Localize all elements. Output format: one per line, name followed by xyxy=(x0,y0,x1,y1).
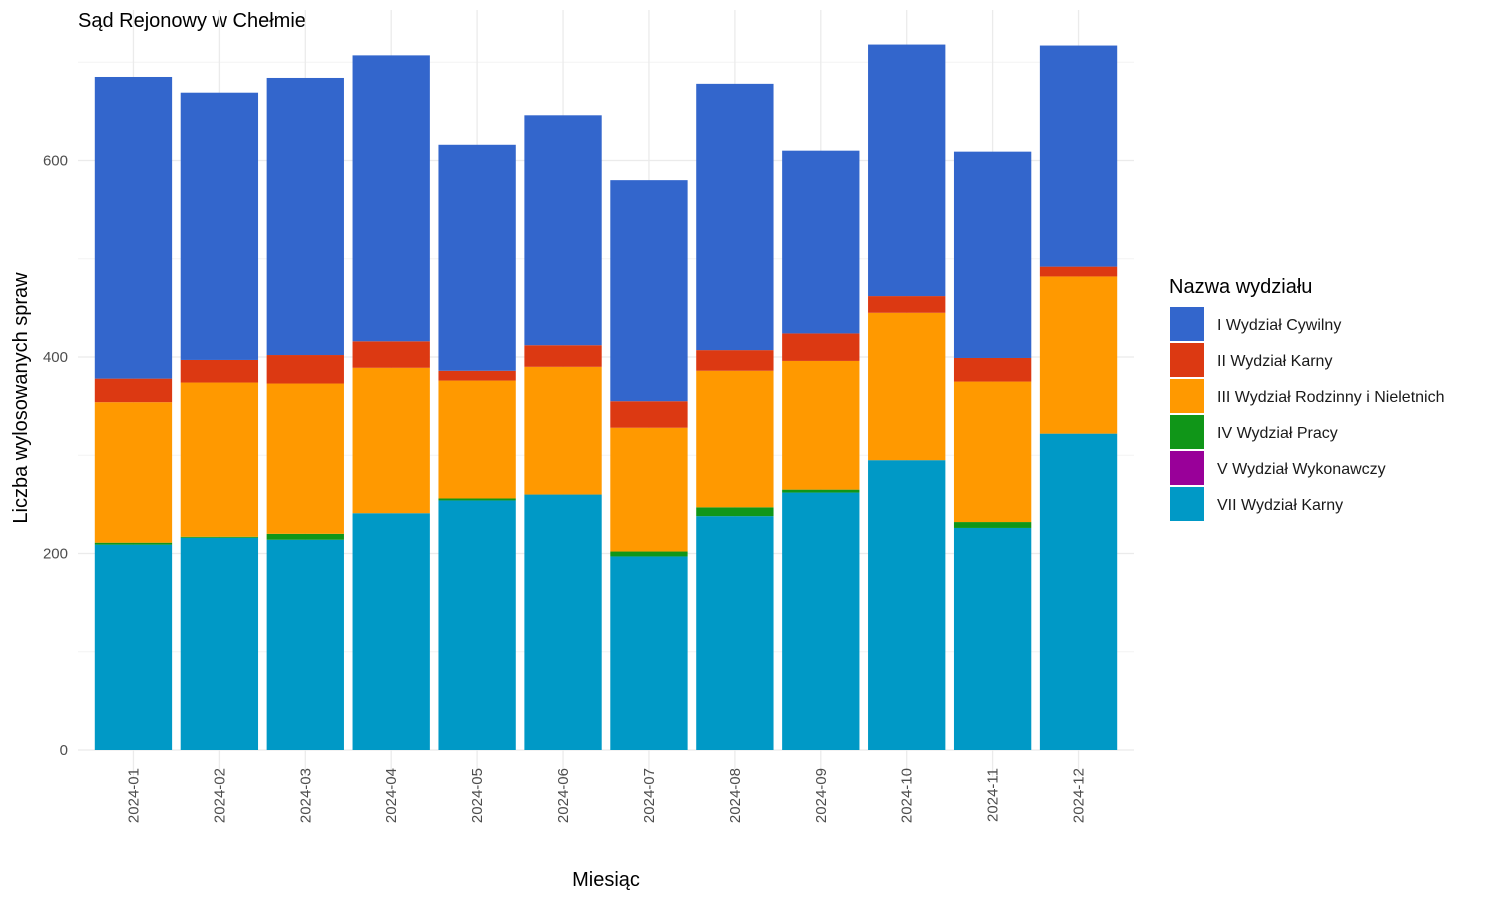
legend-label: II Wydział Karny xyxy=(1217,353,1332,370)
x-tick-label: 2024-02 xyxy=(211,768,228,823)
bar-segment xyxy=(953,522,1032,528)
x-tick-label: 2024-03 xyxy=(297,768,314,823)
bar-segment xyxy=(953,381,1032,523)
y-axis: 0 200 400 600 xyxy=(43,153,68,760)
bar-segment xyxy=(180,92,259,360)
bar-segment xyxy=(180,537,259,750)
bar-segment xyxy=(953,357,1032,382)
x-tick-label: 2024-06 xyxy=(555,768,572,823)
legend-key xyxy=(1170,343,1204,377)
x-tick-label: 2024-08 xyxy=(727,768,744,823)
legend-key xyxy=(1170,487,1204,521)
legend-key xyxy=(1170,415,1204,449)
bar-segment xyxy=(610,556,688,750)
bars xyxy=(94,44,1118,750)
x-tick-label: 2024-09 xyxy=(813,768,830,823)
bar-segment xyxy=(610,427,688,552)
bar-segment xyxy=(1039,276,1118,434)
bar-segment xyxy=(438,500,516,750)
bar-segment xyxy=(438,380,516,499)
bar-segment xyxy=(953,527,1032,750)
x-axis-title: Miesiąc xyxy=(572,869,640,891)
legend: Nazwa wydziału I Wydział Cywilny II Wydzi… xyxy=(1169,276,1445,521)
bar-segment xyxy=(352,513,430,750)
x-tick-label: 2024-10 xyxy=(899,768,916,823)
bar-segment xyxy=(1039,45,1118,267)
bar-segment xyxy=(94,76,173,379)
bar-segment xyxy=(782,489,860,493)
bar-segment xyxy=(1039,266,1118,277)
x-tick-label: 2024-01 xyxy=(125,768,142,823)
bar-segment xyxy=(953,151,1032,358)
bar-segment xyxy=(696,507,774,517)
y-tick-label: 600 xyxy=(43,153,68,170)
y-tick-label: 400 xyxy=(43,349,68,366)
bar-segment xyxy=(868,312,946,461)
bar-segment xyxy=(1039,433,1118,750)
legend-key xyxy=(1170,451,1204,485)
chart-title: Sąd Rejonowy w Chełmie xyxy=(78,10,306,32)
bar-segment xyxy=(524,345,602,367)
bar-segment xyxy=(696,83,774,351)
bar-segment xyxy=(610,551,688,557)
bar-segment xyxy=(610,180,688,402)
x-tick-label: 2024-11 xyxy=(985,768,1002,822)
bar-segment xyxy=(352,55,430,342)
legend-label: I Wydział Cywilny xyxy=(1217,317,1341,334)
bar-segment xyxy=(266,383,344,534)
y-tick-label: 0 xyxy=(60,742,68,759)
bar-segment xyxy=(266,355,344,384)
x-tick-label: 2024-07 xyxy=(641,768,658,823)
x-tick-label: 2024-05 xyxy=(469,768,486,823)
bar-segment xyxy=(696,350,774,371)
bar-segment xyxy=(438,498,516,501)
y-tick-label: 200 xyxy=(43,546,68,563)
legend-label: III Wydział Rodzinny i Nieletnich xyxy=(1217,389,1445,406)
legend-label: V Wydział Wykonawczy xyxy=(1217,461,1386,478)
bar-segment xyxy=(782,360,860,490)
bar-segment xyxy=(352,367,430,514)
legend-key xyxy=(1170,307,1204,341)
legend-label: IV Wydział Pracy xyxy=(1217,425,1338,442)
bar-segment xyxy=(696,516,774,750)
bar-segment xyxy=(438,370,516,381)
x-tick-label: 2024-04 xyxy=(383,768,400,823)
bar-segment xyxy=(782,333,860,361)
bar-segment xyxy=(782,150,860,334)
bar-segment xyxy=(524,494,602,750)
bar-segment xyxy=(696,370,774,508)
bar-segment xyxy=(266,539,344,750)
y-axis-title: Liczba wylosowanych spraw xyxy=(10,272,32,524)
legend-title: Nazwa wydziału xyxy=(1169,276,1312,298)
bar-segment xyxy=(868,296,946,313)
bar-segment xyxy=(94,402,173,543)
bar-segment xyxy=(180,536,259,538)
bar-segment xyxy=(610,401,688,428)
bar-segment xyxy=(524,115,602,346)
bar-segment xyxy=(266,77,344,356)
bar-segment xyxy=(266,533,344,540)
legend-key xyxy=(1170,379,1204,413)
bar-segment xyxy=(180,359,259,383)
x-tick-label: 2024-12 xyxy=(1071,768,1088,823)
bar-segment xyxy=(782,492,860,750)
bar-segment xyxy=(94,544,173,750)
bar-segment xyxy=(180,382,259,537)
x-axis: 2024-01 2024-02 2024-03 2024-04 2024-05 2024-… xyxy=(125,768,1087,823)
bar-segment xyxy=(352,341,430,368)
legend-label: VII Wydział Karny xyxy=(1217,497,1343,514)
bar-segment xyxy=(94,378,173,403)
bar-segment xyxy=(438,144,516,371)
bar-segment xyxy=(868,460,946,750)
bar-segment xyxy=(868,44,946,297)
bar-segment xyxy=(94,542,173,545)
bar-segment xyxy=(524,366,602,495)
